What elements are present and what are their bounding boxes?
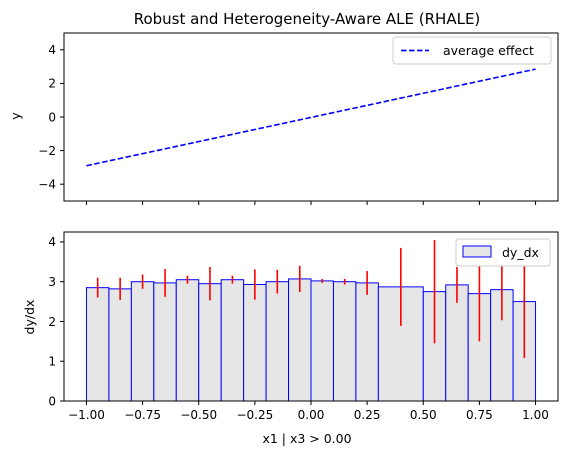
- bottom-x-axis-label: x1 | x3 > 0.00: [262, 431, 351, 446]
- bottom-axes-ticks: 0 1 2 3 4 −1.00 −0.75 −0.50 −0.25 0.00 0.25 0.50 0.7…: [48, 235, 549, 422]
- top-y-tick-label: −4: [38, 178, 56, 192]
- bar: [153, 282, 177, 402]
- bottom-y-axis-label: dy/dx: [22, 300, 37, 335]
- bottom-x-tick-label: 0.50: [410, 408, 437, 422]
- bar: [220, 279, 245, 402]
- bar: [198, 283, 222, 402]
- bottom-x-tick-label: 0.75: [466, 408, 493, 422]
- bottom-x-tick-label: −0.25: [236, 408, 273, 422]
- legend-label-dy-dx: dy_dx: [502, 245, 539, 260]
- average-effect-line: [86, 68, 536, 167]
- bar: [108, 288, 132, 402]
- legend-box: [392, 36, 552, 65]
- bar: [332, 281, 357, 402]
- bottom-y-tick-label: 1: [48, 355, 56, 369]
- bars-group: [85, 278, 537, 402]
- bottom-legend: dy_dx: [455, 238, 551, 267]
- bar: [355, 282, 379, 402]
- bottom-x-tick-label: −0.50: [180, 408, 217, 422]
- bottom-y-tick-label: 4: [48, 235, 56, 249]
- bar: [175, 279, 200, 402]
- legend-bar-swatch: [462, 245, 492, 258]
- bottom-y-tick-label: 3: [48, 275, 56, 289]
- bottom-x-tick-label: 0.00: [298, 408, 325, 422]
- top-plot-area: [86, 68, 536, 167]
- top-y-axis-label: y: [8, 112, 23, 120]
- bottom-y-tick-label: 0: [48, 394, 56, 408]
- bottom-x-tick-label: −0.75: [124, 408, 161, 422]
- top-y-tick-label: −2: [38, 144, 56, 158]
- top-y-tick-label: 2: [48, 77, 56, 91]
- bar: [243, 283, 267, 402]
- bottom-y-tick-label: 2: [48, 315, 56, 329]
- bottom-x-tick-label: −1.00: [68, 408, 105, 422]
- top-y-tick-label: 4: [48, 43, 56, 57]
- bar: [310, 280, 334, 402]
- top-axes-ticks: −4 −2 0 2 4: [38, 43, 537, 205]
- top-legend: average effect: [392, 36, 552, 65]
- bottom-x-tick-label: 1.00: [522, 408, 549, 422]
- top-panel: Robust and Heterogeneity-Aware ALE (RHAL…: [8, 10, 559, 202]
- bar: [130, 281, 155, 402]
- top-y-tick-label: 0: [48, 110, 56, 124]
- legend-label-average-effect: average effect: [443, 43, 534, 58]
- bottom-x-tick-label: 0.25: [354, 408, 381, 422]
- bar: [288, 278, 312, 402]
- bottom-panel: dy/dx x1 | x3 > 0.00 dy_dx: [22, 231, 559, 446]
- bar: [85, 287, 110, 402]
- chart-title: Robust and Heterogeneity-Aware ALE (RHAL…: [134, 10, 481, 28]
- bar: [265, 281, 290, 402]
